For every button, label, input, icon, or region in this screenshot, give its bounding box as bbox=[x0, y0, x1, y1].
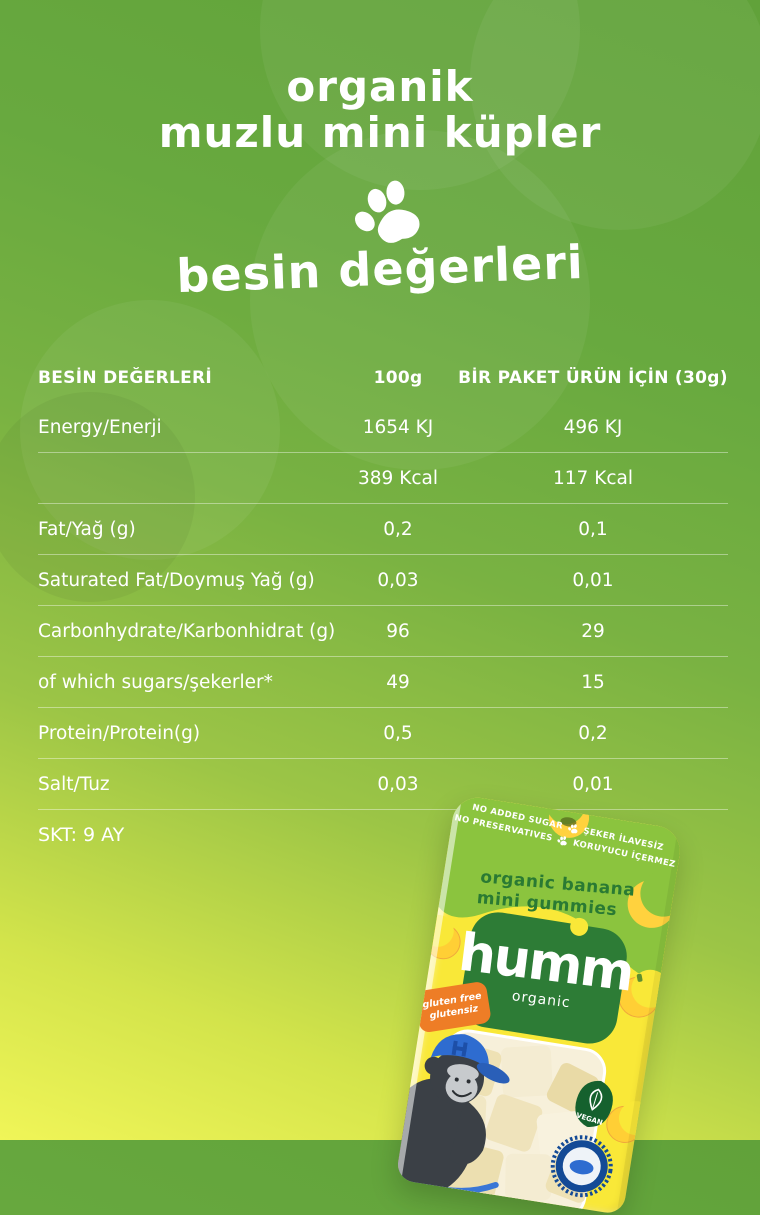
value-30g: 0,1 bbox=[578, 518, 608, 540]
leaf-icon bbox=[589, 1088, 603, 1111]
value-100g: 0,03 bbox=[377, 773, 419, 795]
nutrient-label: of which sugars/şekerler* bbox=[38, 671, 273, 693]
paw-icon bbox=[354, 180, 420, 243]
table-row: 389 Kcal 117 Kcal bbox=[38, 453, 728, 504]
value-30g: 117 Kcal bbox=[553, 467, 633, 489]
nutrition-table: BESİN DEĞERLERİ 100g BİR PAKET ÜRÜN İÇİN… bbox=[38, 368, 728, 810]
value-30g: 496 KJ bbox=[563, 416, 623, 438]
nutrient-label: Energy/Enerji bbox=[38, 416, 162, 438]
background-blob bbox=[20, 300, 280, 560]
paw-icon bbox=[568, 824, 578, 834]
package-artwork: VEGAN bbox=[395, 794, 684, 1215]
vegan-badge: VEGAN bbox=[575, 1080, 613, 1127]
product-package: VEGAN NO ADDED SUGAR ŞEKER İLAVESİZ NO P… bbox=[395, 794, 684, 1215]
title-line-2: muzlu mini küpler bbox=[158, 108, 602, 158]
value-30g: 29 bbox=[581, 620, 605, 642]
table-row: Salt/Tuz 0,03 0,01 bbox=[38, 759, 728, 810]
background-blob bbox=[250, 130, 590, 470]
paw-icon bbox=[557, 836, 567, 846]
title-line-1: organik bbox=[286, 62, 474, 111]
nutrient-label: Salt/Tuz bbox=[38, 773, 110, 795]
shelf-life-label: SKT: 9 AY bbox=[38, 824, 125, 846]
table-row: Fat/Yağ (g) 0,2 0,1 bbox=[38, 504, 728, 555]
nutrient-label: Saturated Fat/Doymuş Yağ (g) bbox=[38, 569, 315, 591]
value-30g: 0,01 bbox=[572, 773, 614, 795]
package-claims: NO ADDED SUGAR ŞEKER İLAVESİZ NO PRESERV… bbox=[451, 799, 681, 870]
nutrient-label: Protein/Protein(g) bbox=[38, 722, 201, 744]
header-nutrients: BESİN DEĞERLERİ bbox=[38, 368, 213, 388]
page-title: organik muzlu mini küpler bbox=[0, 62, 760, 158]
header-per-pack: BİR PAKET ÜRÜN İÇİN (30g) bbox=[458, 368, 728, 388]
table-row: Protein/Protein(g) 0,5 0,2 bbox=[38, 708, 728, 759]
table-row: Saturated Fat/Doymuş Yağ (g) 0,03 0,01 bbox=[38, 555, 728, 606]
table-header-row: BESİN DEĞERLERİ 100g BİR PAKET ÜRÜN İÇİN… bbox=[38, 368, 728, 402]
claim-line: NO ADDED SUGAR ŞEKER İLAVESİZ bbox=[454, 799, 681, 857]
table-row: of which sugars/şekerler* 49 15 bbox=[38, 657, 728, 708]
value-100g: 49 bbox=[386, 671, 410, 693]
value-30g: 15 bbox=[581, 671, 605, 693]
value-100g: 0,2 bbox=[383, 518, 413, 540]
table-row: Carbonhydrate/Karbonhidrat (g) 96 29 bbox=[38, 606, 728, 657]
value-100g: 1654 KJ bbox=[362, 416, 434, 438]
value-30g: 0,01 bbox=[572, 569, 614, 591]
table-row: Energy/Enerji 1654 KJ 496 KJ bbox=[38, 402, 728, 453]
claim-line: NO PRESERVATIVES KORUYUCU İÇERMEZ bbox=[451, 813, 678, 871]
header-100g: 100g bbox=[373, 368, 423, 388]
background-blob bbox=[0, 392, 195, 602]
nutrient-label: Carbonhydrate/Karbonhidrat (g) bbox=[38, 620, 336, 642]
leaf-icon bbox=[592, 1092, 599, 1108]
value-100g: 0,5 bbox=[383, 722, 413, 744]
value-30g: 0,2 bbox=[578, 722, 608, 744]
value-100g: 0,03 bbox=[377, 569, 419, 591]
value-100g: 96 bbox=[386, 620, 410, 642]
value-100g: 389 Kcal bbox=[358, 467, 438, 489]
nutrient-label: Fat/Yağ (g) bbox=[38, 518, 136, 540]
